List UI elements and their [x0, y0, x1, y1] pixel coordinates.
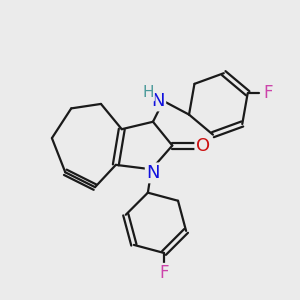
- Text: H: H: [142, 85, 154, 100]
- Text: N: N: [146, 164, 160, 182]
- Text: F: F: [263, 84, 273, 102]
- Text: F: F: [159, 264, 169, 282]
- Text: N: N: [151, 92, 165, 110]
- Text: O: O: [196, 136, 210, 154]
